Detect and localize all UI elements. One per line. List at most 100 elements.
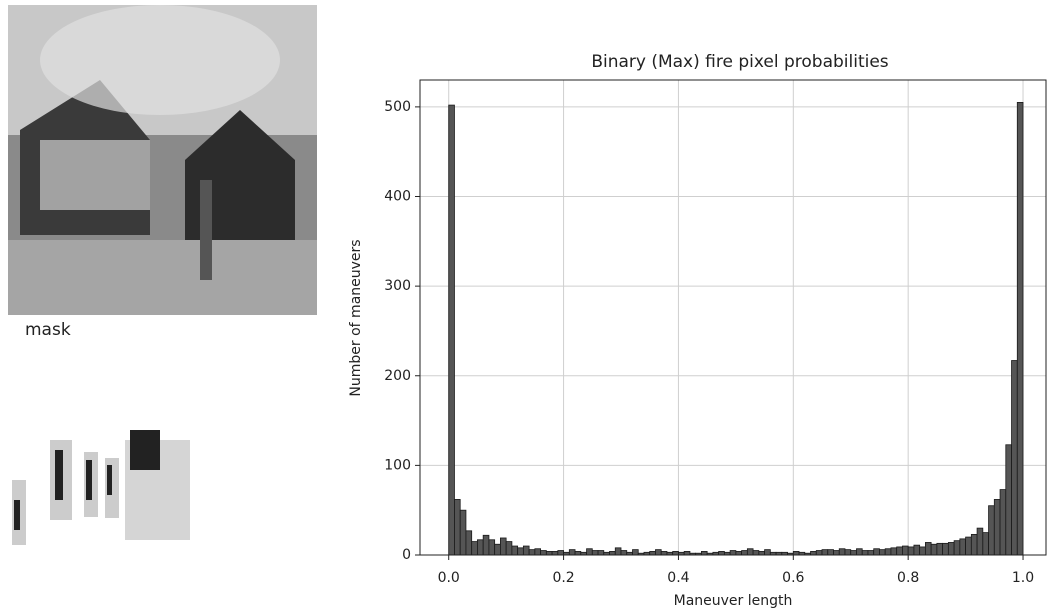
y-tick-label: 500 xyxy=(384,99,411,115)
bar xyxy=(471,541,478,556)
x-axis-label: Maneuver length xyxy=(674,593,793,609)
bar xyxy=(838,548,846,556)
y-tick-label: 0 xyxy=(402,547,411,563)
bar xyxy=(522,545,530,556)
y-tick-label: 300 xyxy=(384,278,411,294)
x-tick-label: 0.6 xyxy=(782,570,804,586)
bar xyxy=(1011,360,1018,556)
bar xyxy=(970,533,978,556)
bar xyxy=(511,545,519,556)
bar xyxy=(505,541,513,556)
bar xyxy=(844,549,852,556)
bar xyxy=(557,550,564,556)
bar xyxy=(632,549,639,556)
bar xyxy=(982,532,989,556)
bar xyxy=(792,551,800,556)
bar xyxy=(867,550,875,556)
bar xyxy=(614,547,622,556)
bar xyxy=(465,530,473,556)
bar xyxy=(655,549,662,556)
bar xyxy=(500,537,507,556)
plot-frame xyxy=(419,79,1047,556)
bar xyxy=(1005,444,1012,556)
mask-image xyxy=(8,425,208,555)
bar xyxy=(454,499,461,556)
bar xyxy=(953,540,961,556)
fire-photo xyxy=(8,5,317,315)
bar xyxy=(718,551,725,556)
bar xyxy=(993,499,1001,556)
x-tick-label: 0.2 xyxy=(552,570,574,586)
bar xyxy=(907,546,915,556)
bar xyxy=(488,539,496,556)
bar xyxy=(574,551,582,556)
bar xyxy=(735,551,743,556)
bar xyxy=(752,550,760,556)
bar xyxy=(810,551,817,556)
bar xyxy=(947,542,955,556)
bar xyxy=(620,550,628,556)
bar xyxy=(965,536,972,556)
bar xyxy=(528,549,536,556)
bar xyxy=(586,548,593,556)
bar xyxy=(597,550,605,556)
bar xyxy=(551,551,559,556)
x-tick-label: 0.4 xyxy=(667,570,689,586)
bar xyxy=(850,550,857,556)
bar xyxy=(448,104,455,556)
bar xyxy=(459,509,467,556)
bar xyxy=(879,549,886,556)
bar xyxy=(856,548,863,556)
bar xyxy=(477,539,484,556)
y-tick-label: 200 xyxy=(384,368,411,384)
bar xyxy=(660,551,668,556)
bar xyxy=(833,550,840,556)
bar xyxy=(959,538,966,556)
bar xyxy=(701,551,708,556)
bar xyxy=(976,527,984,556)
mask-label: mask xyxy=(25,320,71,340)
bar xyxy=(924,542,932,556)
y-tick-label: 400 xyxy=(384,189,411,205)
x-tick-label: 0.0 xyxy=(438,570,460,586)
bar xyxy=(482,534,490,556)
bar xyxy=(942,542,949,556)
bar xyxy=(741,550,748,556)
bar xyxy=(815,550,823,556)
bar xyxy=(913,544,921,556)
bar xyxy=(672,551,679,556)
bar xyxy=(591,550,599,556)
bar xyxy=(534,548,542,556)
bar xyxy=(683,551,691,556)
bar xyxy=(1016,102,1024,556)
bar xyxy=(540,550,547,556)
y-axis-label: Number of maneuvers xyxy=(348,239,364,396)
bar xyxy=(873,548,880,556)
bar xyxy=(609,551,616,556)
bar xyxy=(746,548,754,556)
chart-title: Binary (Max) fire pixel probabilities xyxy=(591,52,888,72)
bar xyxy=(568,549,576,556)
bar xyxy=(890,547,898,556)
bar xyxy=(936,542,944,556)
bar xyxy=(896,546,903,556)
bar xyxy=(545,551,553,556)
bar xyxy=(827,549,834,556)
bar xyxy=(821,549,829,556)
bar xyxy=(764,549,771,556)
bar xyxy=(988,505,995,556)
bar xyxy=(494,543,501,556)
x-tick-label: 0.8 xyxy=(897,570,919,586)
x-tick-label: 1.0 xyxy=(1012,570,1034,586)
bar xyxy=(930,543,938,556)
bar xyxy=(758,551,765,556)
bar xyxy=(649,551,656,556)
bar xyxy=(517,547,524,556)
bar xyxy=(902,545,909,556)
bar xyxy=(919,546,926,556)
bar xyxy=(999,489,1007,556)
bar xyxy=(861,550,869,556)
bar xyxy=(884,548,892,556)
y-tick-label: 100 xyxy=(384,457,411,473)
